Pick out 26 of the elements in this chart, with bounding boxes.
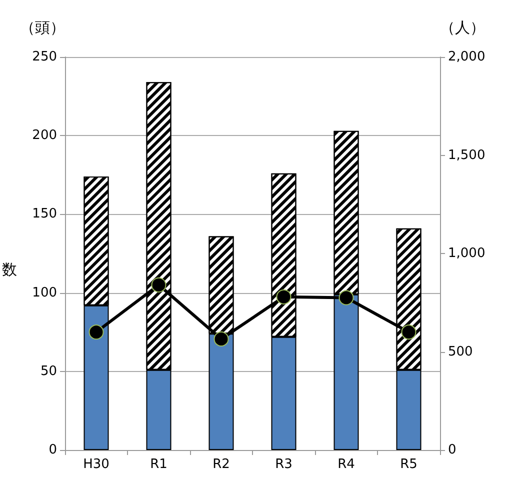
y2-tick-label: 1,500 xyxy=(448,148,486,163)
y-tick-label: 0 xyxy=(48,442,57,458)
point xyxy=(276,289,292,304)
y2-tick-label: 2,000 xyxy=(448,50,486,64)
point xyxy=(151,277,166,292)
y-axis-title: （頭） xyxy=(20,18,65,36)
y2-tick-label: 500 xyxy=(448,344,473,360)
y-tick-label: 250 xyxy=(32,50,57,64)
y-tick-label: 100 xyxy=(32,285,57,300)
y-tick-label: 50 xyxy=(40,364,57,379)
point xyxy=(401,324,416,340)
x-tick-label: R1 xyxy=(150,457,168,472)
x-tick-label: R2 xyxy=(212,457,230,472)
y2-axis-title: （人） xyxy=(440,18,485,36)
x-tick-label: R4 xyxy=(338,457,355,472)
point xyxy=(214,331,229,346)
y-tick-label: 150 xyxy=(32,206,57,222)
x-tick-label: H30 xyxy=(83,457,110,472)
x-tick-label: R5 xyxy=(400,457,418,472)
point xyxy=(338,290,354,306)
y-tick-label: 200 xyxy=(32,128,57,144)
x-tick-label: R3 xyxy=(275,457,292,472)
y2-tick-label: 0 xyxy=(448,442,456,458)
text: 数 xyxy=(2,260,17,278)
y2-tick-label: 1,000 xyxy=(448,246,486,261)
point xyxy=(88,324,104,340)
